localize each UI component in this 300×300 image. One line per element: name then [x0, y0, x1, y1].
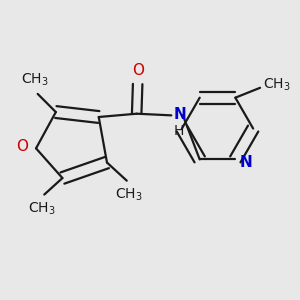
Text: N: N — [174, 106, 187, 122]
Text: N: N — [239, 154, 252, 169]
Text: CH$_3$: CH$_3$ — [28, 200, 56, 217]
Text: O: O — [132, 63, 144, 78]
Text: H: H — [174, 124, 184, 138]
Text: CH$_3$: CH$_3$ — [115, 187, 142, 203]
Text: CH$_3$: CH$_3$ — [263, 76, 291, 93]
Text: O: O — [16, 139, 28, 154]
Text: CH$_3$: CH$_3$ — [21, 72, 49, 88]
